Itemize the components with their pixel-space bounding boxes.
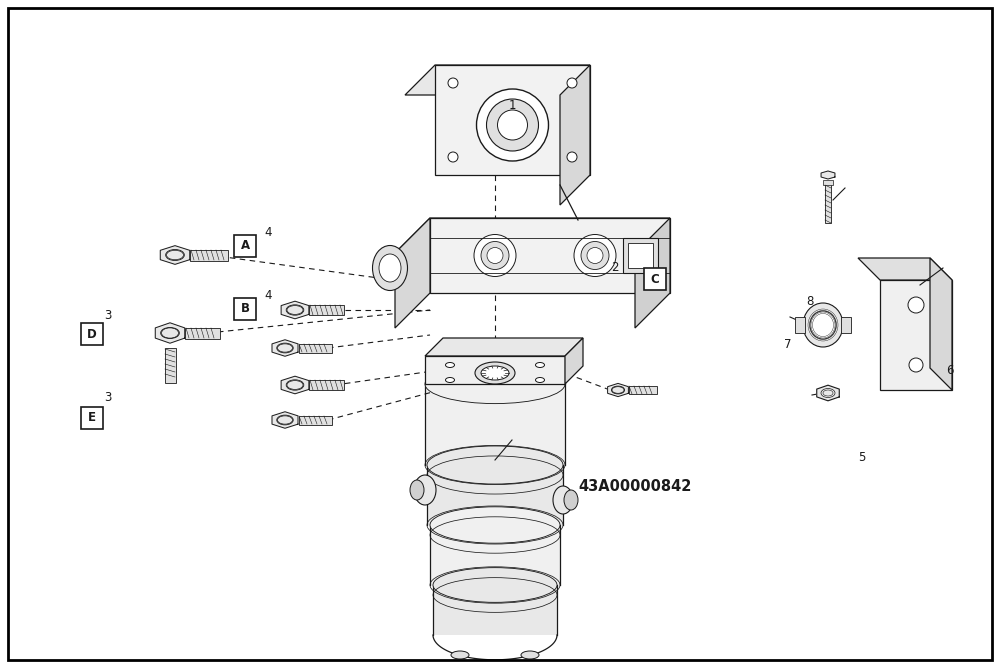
Bar (234, 235, 256, 257)
Bar (825, 183, 831, 223)
Ellipse shape (521, 651, 539, 659)
Text: E: E (88, 411, 96, 424)
Ellipse shape (581, 242, 609, 269)
Ellipse shape (414, 475, 436, 505)
Text: 43A00000842: 43A00000842 (578, 479, 691, 494)
Ellipse shape (410, 480, 424, 500)
Ellipse shape (909, 358, 923, 372)
Polygon shape (425, 356, 565, 384)
Ellipse shape (474, 234, 516, 277)
Bar (795, 317, 805, 333)
Bar (81, 323, 103, 345)
Polygon shape (858, 258, 952, 280)
Ellipse shape (481, 366, 509, 380)
Polygon shape (395, 218, 670, 253)
Ellipse shape (574, 234, 616, 277)
Polygon shape (281, 301, 309, 319)
Ellipse shape (487, 248, 503, 263)
Bar (234, 298, 256, 319)
Bar (622, 238, 658, 273)
Bar (81, 407, 103, 428)
Ellipse shape (486, 99, 538, 151)
Polygon shape (565, 338, 583, 384)
Text: 4: 4 (264, 289, 272, 302)
Text: A: A (240, 239, 250, 253)
Text: B: B (241, 302, 250, 315)
Polygon shape (821, 171, 835, 179)
Ellipse shape (564, 490, 578, 510)
Ellipse shape (446, 377, 455, 383)
Polygon shape (427, 465, 563, 525)
Text: 5: 5 (858, 451, 866, 464)
Polygon shape (425, 384, 565, 465)
Bar (309, 380, 344, 390)
Bar (841, 317, 851, 333)
Bar (299, 344, 332, 353)
Text: 2: 2 (611, 261, 619, 274)
Ellipse shape (536, 363, 544, 367)
Ellipse shape (567, 152, 577, 162)
Text: 4: 4 (264, 226, 272, 239)
Bar (644, 269, 666, 290)
Ellipse shape (448, 152, 458, 162)
Ellipse shape (536, 377, 544, 383)
Polygon shape (425, 338, 583, 356)
Ellipse shape (425, 365, 565, 403)
Ellipse shape (587, 248, 603, 263)
Polygon shape (930, 258, 952, 390)
Bar (185, 328, 220, 339)
Text: 8: 8 (806, 295, 814, 309)
Bar (309, 305, 344, 315)
Ellipse shape (481, 242, 509, 269)
Ellipse shape (451, 651, 469, 659)
Text: D: D (87, 327, 97, 341)
Bar (628, 243, 652, 268)
Ellipse shape (427, 446, 563, 484)
Text: 1: 1 (508, 99, 516, 112)
Polygon shape (430, 525, 560, 585)
Ellipse shape (448, 78, 458, 88)
Polygon shape (817, 385, 839, 401)
Text: 3: 3 (104, 309, 112, 323)
Polygon shape (608, 383, 628, 397)
Ellipse shape (446, 363, 455, 367)
Polygon shape (880, 280, 952, 390)
Text: 6: 6 (946, 364, 954, 377)
Polygon shape (160, 246, 190, 265)
Ellipse shape (379, 254, 401, 282)
Polygon shape (395, 218, 430, 328)
Polygon shape (433, 585, 557, 635)
Ellipse shape (908, 297, 924, 313)
Polygon shape (272, 411, 298, 428)
Text: 3: 3 (104, 391, 112, 404)
Text: C: C (651, 273, 659, 286)
Bar (190, 250, 228, 261)
Ellipse shape (810, 311, 836, 339)
Ellipse shape (553, 486, 573, 514)
Polygon shape (435, 65, 590, 175)
Ellipse shape (567, 78, 577, 88)
Text: 7: 7 (784, 337, 792, 351)
Bar (165, 348, 176, 383)
Polygon shape (635, 218, 670, 328)
Ellipse shape (373, 246, 408, 291)
Ellipse shape (477, 89, 548, 161)
Bar (823, 180, 833, 185)
Bar (299, 416, 332, 425)
Ellipse shape (475, 362, 515, 384)
Polygon shape (281, 376, 309, 394)
Ellipse shape (430, 507, 560, 543)
Polygon shape (430, 218, 670, 293)
Ellipse shape (433, 568, 557, 603)
Ellipse shape (803, 303, 843, 347)
Ellipse shape (498, 110, 528, 140)
Polygon shape (405, 65, 590, 95)
Polygon shape (272, 340, 298, 356)
Polygon shape (155, 323, 185, 343)
Bar (629, 386, 657, 394)
Polygon shape (560, 65, 590, 205)
